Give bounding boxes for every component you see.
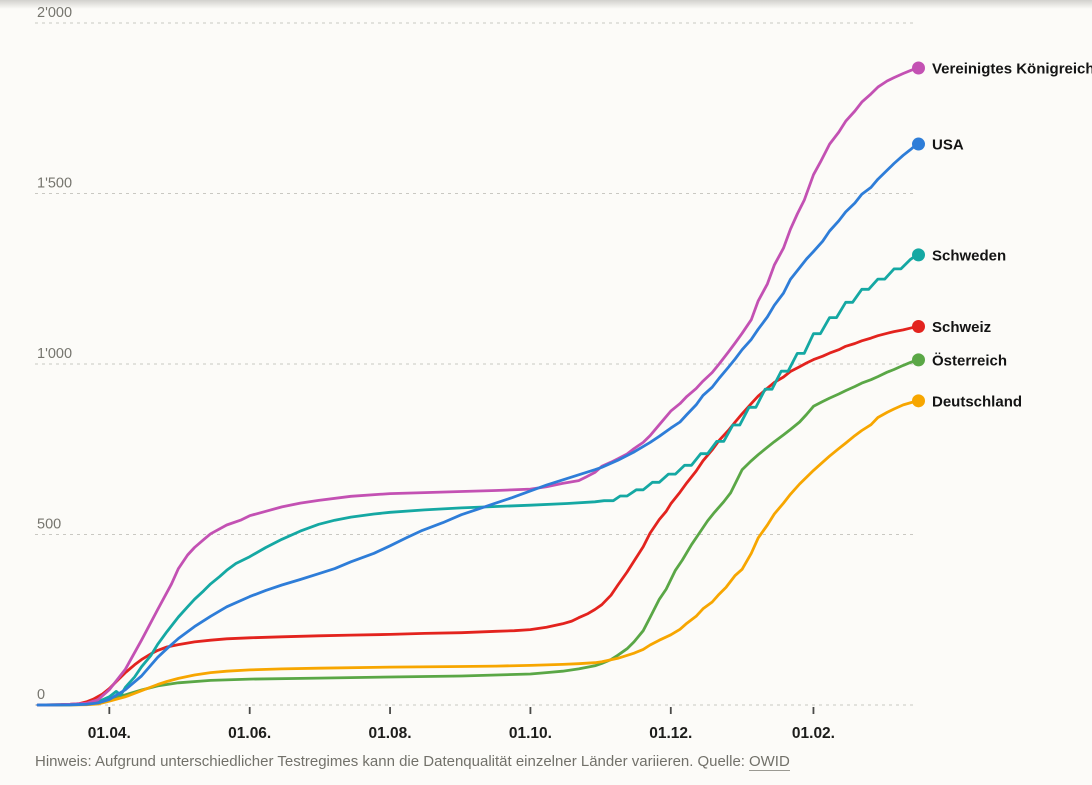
y-axis-label-2'000: 2'000 xyxy=(37,5,72,21)
x-axis-label-01.06.: 01.06. xyxy=(228,725,271,742)
series-label-usa: USA xyxy=(932,137,964,154)
series-line-schweden xyxy=(36,253,919,707)
series-label-oesterreich: Österreich xyxy=(932,352,1007,369)
series-line-vereinigtes-koenigreich xyxy=(36,66,919,707)
series-dot-usa xyxy=(912,137,925,151)
series-dot-schweiz xyxy=(912,319,925,333)
series-label-schweden: Schweden xyxy=(932,247,1006,264)
y-axis-label-0: 0 xyxy=(37,687,45,703)
series-dot-oesterreich xyxy=(912,353,925,367)
series-line-oesterreich xyxy=(36,358,919,707)
y-axis-label-1'500: 1'500 xyxy=(37,176,72,192)
line-chart: 0 500 1'000 1'500 2'000 01.04. 01.06. 01.08. 01.… xyxy=(35,5,1092,742)
series-label-schweiz: Schweiz xyxy=(932,319,991,336)
series-line-usa xyxy=(36,142,919,707)
series-line-schweiz xyxy=(36,325,919,707)
x-axis-label-01.02.: 01.02. xyxy=(792,725,835,742)
footnote-text: Hinweis: Aufgrund unterschiedlicher Test… xyxy=(35,753,694,770)
x-axis-label-01.04.: 01.04. xyxy=(88,725,131,742)
series-label-deutschland: Deutschland xyxy=(932,393,1022,410)
x-axis-label-01.08.: 01.08. xyxy=(369,725,412,742)
series-dot-deutschland xyxy=(912,394,925,408)
series-dot-schweden xyxy=(912,248,925,262)
source-link-owid[interactable]: OWID xyxy=(748,753,790,771)
y-axis-label-1'000: 1'000 xyxy=(37,346,72,362)
y-axis-label-500: 500 xyxy=(37,517,61,533)
x-axis-label-01.10.: 01.10. xyxy=(509,725,552,742)
chart-footnote: Hinweis: Aufgrund unterschiedlicher Test… xyxy=(35,753,790,771)
series-line-deutschland xyxy=(36,399,919,707)
source-label: Quelle: xyxy=(697,753,745,770)
series-dot-vereinigtes-koenigreich xyxy=(912,61,925,75)
x-axis-label-01.12.: 01.12. xyxy=(649,725,692,742)
series-label-vereinigtes-koenigreich: Vereinigtes Königreich xyxy=(932,61,1092,78)
